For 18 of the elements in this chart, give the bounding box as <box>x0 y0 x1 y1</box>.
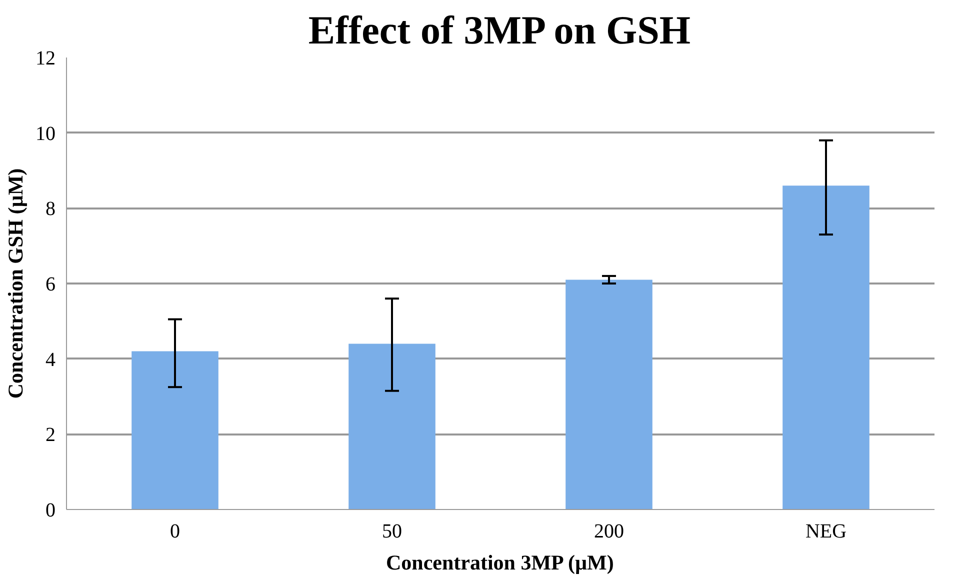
y-tick-label: 4 <box>46 348 56 371</box>
x-tick-label: 0 <box>170 520 180 542</box>
y-axis-title: Concentration GSH (µM) <box>4 168 28 399</box>
bar <box>132 351 218 510</box>
y-tick-label: 12 <box>36 48 56 70</box>
bar <box>566 280 652 510</box>
x-axis-title: Concentration 3MP (µM) <box>386 550 614 574</box>
bar <box>782 186 870 510</box>
chart-title: Effect of 3MP on GSH <box>308 8 690 52</box>
y-tick-label: 10 <box>36 122 56 145</box>
bar <box>348 344 436 510</box>
y-tick-label: 6 <box>46 274 56 296</box>
y-tick-label: 2 <box>46 424 56 446</box>
x-tick-label: 50 <box>382 520 402 542</box>
x-tick-label: NEG <box>805 520 847 542</box>
y-tick-label: 8 <box>46 198 56 220</box>
y-tick-label: 0 <box>46 500 56 522</box>
x-tick-label: 200 <box>594 520 624 542</box>
